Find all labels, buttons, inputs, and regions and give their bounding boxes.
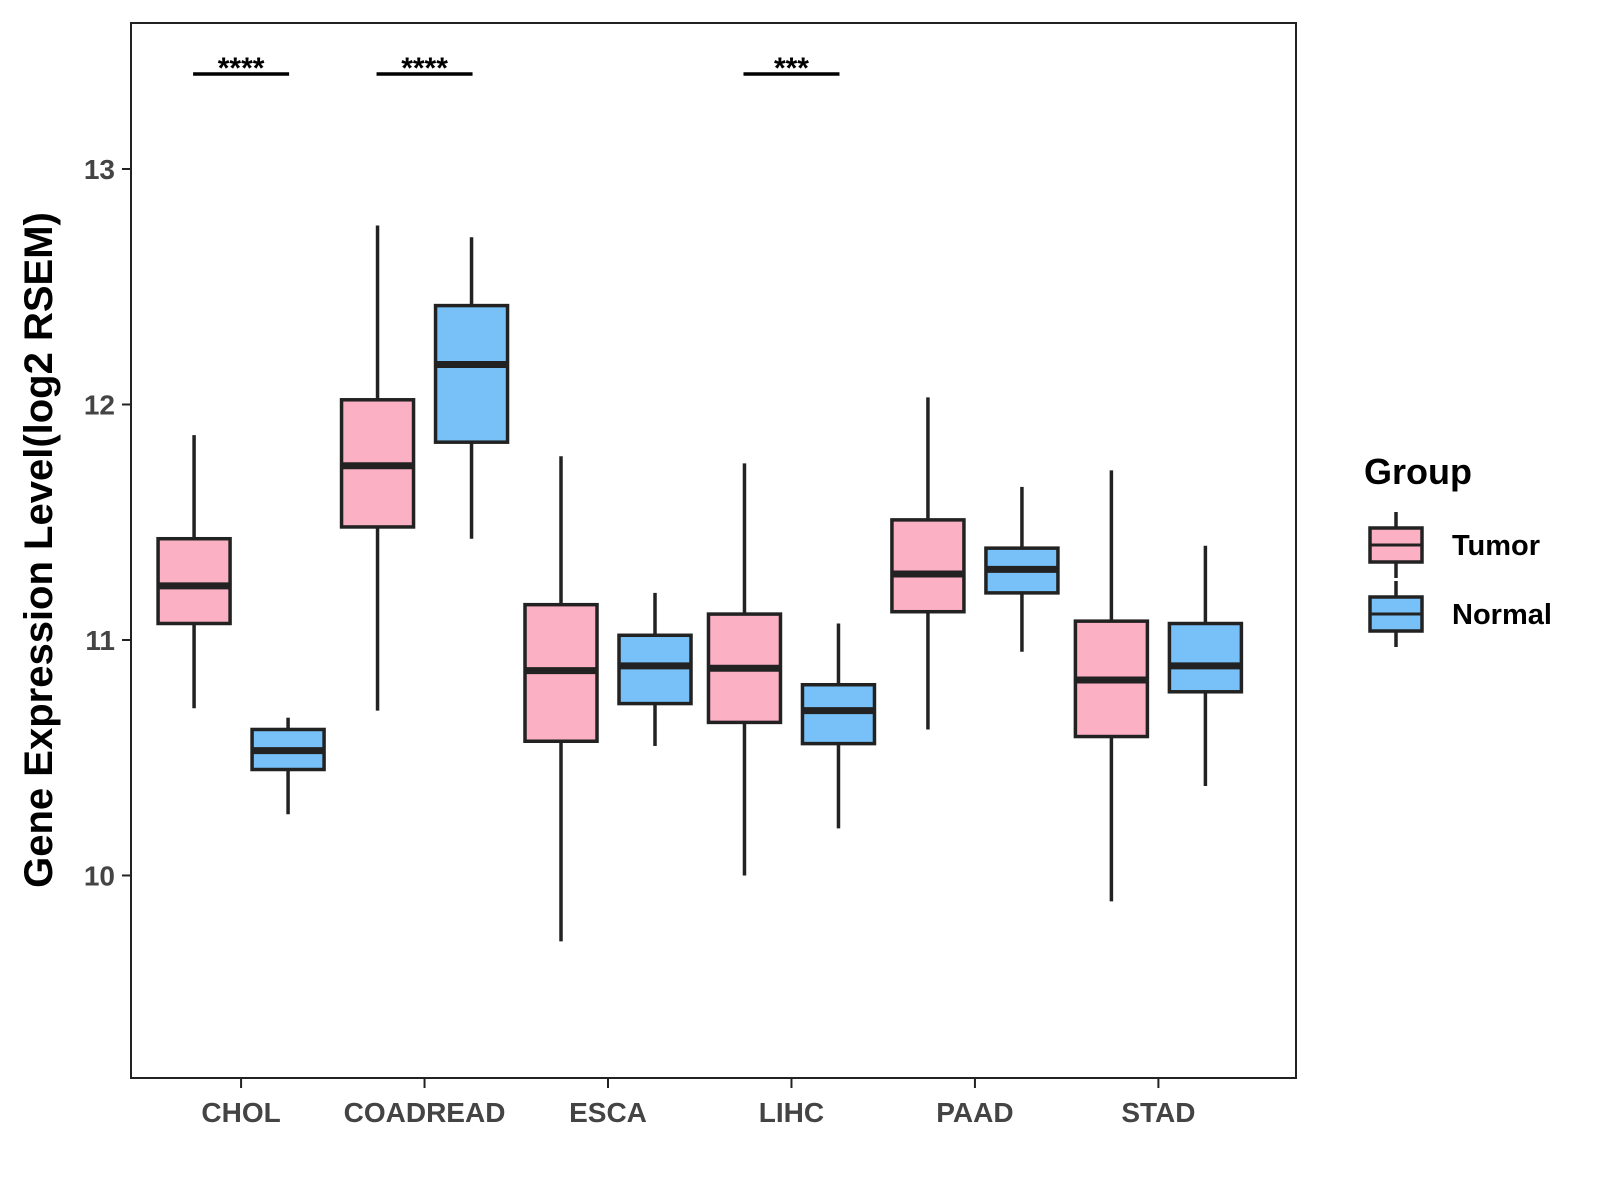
- y-tick-label: 11: [85, 625, 115, 656]
- box-iqr: [617, 633, 693, 706]
- x-tick-label-esca: ESCA: [569, 1097, 647, 1128]
- box-normal-coadread: [433, 237, 510, 539]
- box-tumor-stad: [1073, 470, 1150, 902]
- significance-label: ****: [218, 52, 265, 85]
- y-tick-label: 10: [84, 860, 115, 891]
- x-tick-label-chol: CHOL: [201, 1097, 280, 1128]
- box-tumor-paad: [890, 397, 966, 730]
- x-tick-label-lihc: LIHC: [759, 1097, 824, 1128]
- legend-label: Tumor: [1452, 530, 1540, 562]
- box-iqr: [156, 536, 232, 626]
- box-normal-lihc: [800, 623, 877, 829]
- x-axis: CHOL COADREAD ESCA LIHC PAAD STAD: [201, 1078, 1195, 1128]
- legend: Group Tumor Normal: [1364, 451, 1552, 647]
- box-iqr: [800, 682, 877, 746]
- legend-title: Group: [1364, 451, 1472, 492]
- legend-entry-tumor: Tumor: [1368, 512, 1540, 578]
- plot-panel-border: [130, 22, 1297, 1079]
- box-tumor-lihc: [706, 463, 783, 876]
- x-tick-label-paad: PAAD: [936, 1097, 1013, 1128]
- y-tick-label: 13: [84, 154, 115, 185]
- box-iqr: [890, 518, 966, 614]
- x-tick-label-stad: STAD: [1121, 1097, 1195, 1128]
- box-tumor-chol: [156, 435, 232, 709]
- box-iqr: [1167, 621, 1244, 694]
- box-normal-paad: [984, 486, 1060, 652]
- significance-label: ****: [401, 52, 448, 85]
- box-normal-esca: [617, 592, 693, 746]
- box-iqr: [433, 303, 510, 444]
- box-tumor-coadread: [339, 225, 416, 711]
- legend-label: Normal: [1452, 599, 1552, 631]
- legend-entry-normal: Normal: [1368, 581, 1552, 647]
- y-axis: 10 11 12 13: [84, 154, 131, 891]
- plot-area: **** **** ***: [156, 52, 1244, 942]
- box-normal-stad: [1167, 545, 1244, 786]
- box-normal-chol: [250, 717, 326, 815]
- significance-label: ***: [774, 52, 809, 85]
- y-axis-title: Gene Expression Level(log2 RSEM): [17, 212, 61, 888]
- box-tumor-esca: [523, 456, 599, 942]
- y-tick-label: 12: [84, 389, 115, 420]
- x-tick-label-coadread: COADREAD: [344, 1097, 506, 1128]
